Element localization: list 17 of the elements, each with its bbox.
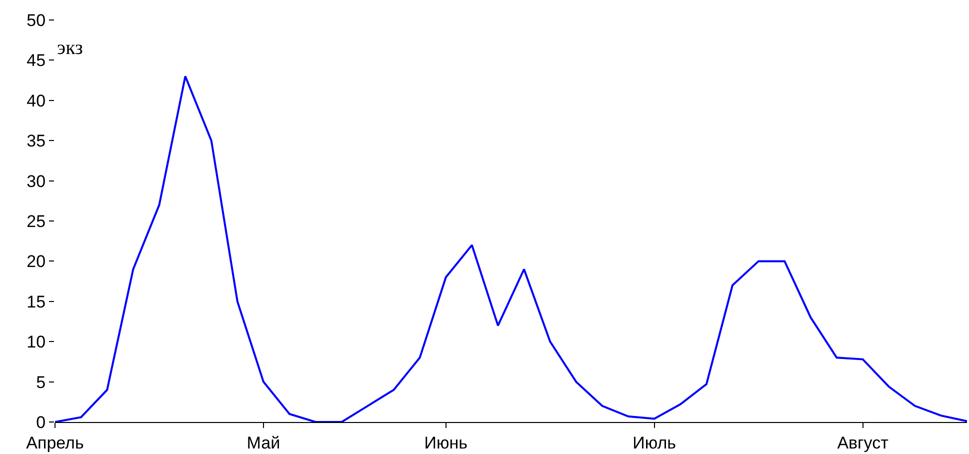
y-tick-label: 50 — [26, 10, 46, 30]
x-tick-label: Август — [837, 433, 889, 452]
y-tick-label: 10 — [26, 332, 46, 352]
y-tick-label: 30 — [26, 172, 46, 191]
y-tick-label: 40 — [26, 91, 46, 110]
x-tick-label: Май — [246, 433, 280, 452]
x-tick-label: Июнь — [424, 433, 468, 452]
y-tick-label: 15 — [26, 292, 46, 312]
y-tick-label: 45 — [26, 51, 46, 70]
x-tick-label: Июль — [632, 433, 676, 452]
y-tick-label: 20 — [26, 252, 46, 272]
x-tick-label: Апрель — [26, 433, 84, 452]
y-tick-label: 0 — [36, 412, 46, 432]
y-tick-label: 35 — [26, 132, 46, 151]
y-tick-label: 25 — [26, 212, 46, 231]
y-axis-title: экз — [57, 37, 84, 59]
y-tick-label: 5 — [36, 372, 46, 392]
